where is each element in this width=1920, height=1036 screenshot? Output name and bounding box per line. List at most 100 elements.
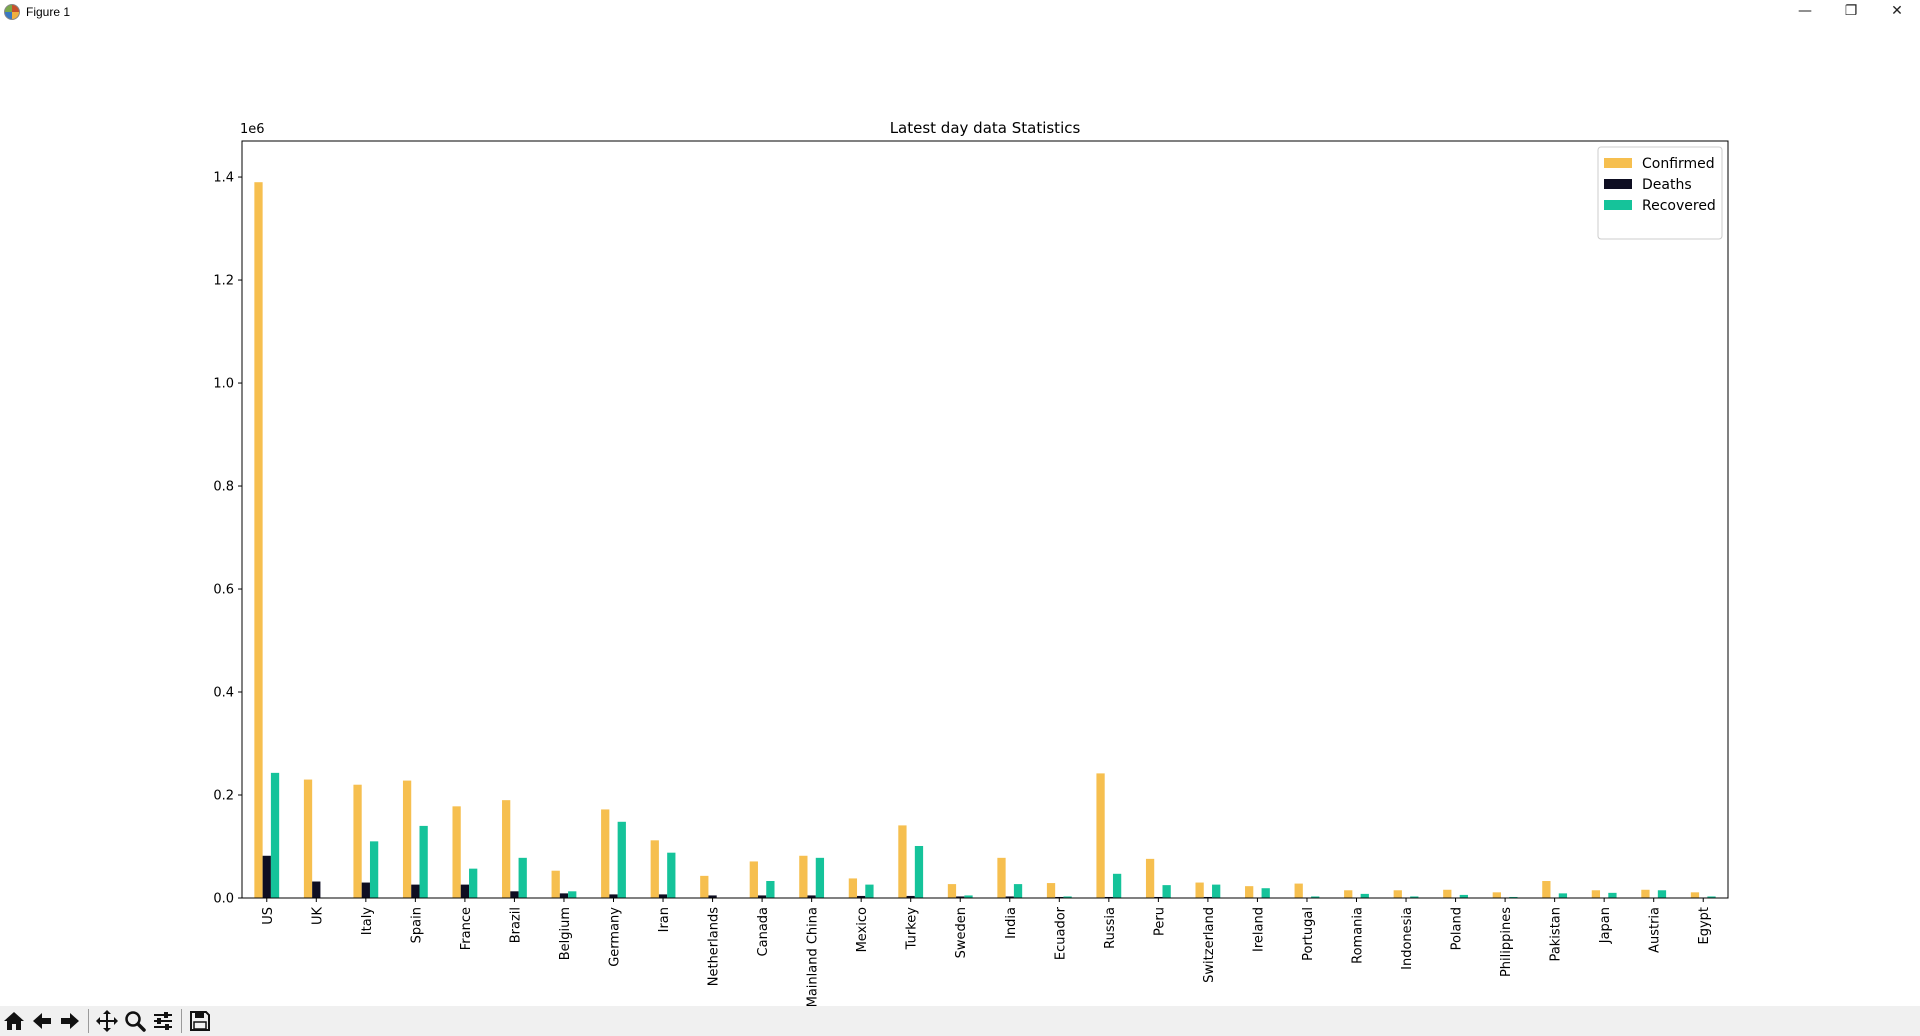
y-tick-label: 0.8 [213,480,234,495]
y-tick-label: 0.6 [213,583,234,598]
y-tick-label: 1.2 [213,274,234,289]
y-tick-label: 1.4 [213,171,234,186]
bar-recovered [1608,892,1617,898]
y-tick-label: 0.4 [213,686,234,701]
bar-deaths [460,884,470,898]
x-tick-label: Germany [608,907,623,967]
bar-recovered [1657,890,1667,898]
x-tick-label: Netherlands [707,907,722,986]
bar-confirmed [1542,881,1551,898]
pan-icon[interactable] [93,1007,121,1035]
bar-deaths [956,896,965,898]
bar-deaths [857,895,866,898]
x-tick-label: Belgium [558,907,573,960]
bar-recovered [1261,888,1270,898]
bar-confirmed [749,861,758,898]
legend-label: Deaths [1642,177,1692,193]
x-tick-label: Mainland China [806,907,821,1006]
bars-layer [254,182,1716,898]
bar-deaths [361,882,370,898]
bar-deaths [510,891,519,898]
bar-deaths [262,855,271,898]
minimize-button[interactable]: — [1798,3,1812,19]
bar-recovered [1063,896,1072,898]
x-tick-label: Pakistan [1549,907,1564,961]
y-offset-label: 1e6 [240,122,265,137]
bar-confirmed [601,809,610,898]
toolbar-separator [181,1009,182,1033]
bar-recovered [766,881,775,898]
bar-recovered [964,895,973,898]
bar-recovered [1459,894,1468,898]
legend-swatch [1604,200,1632,210]
bar-recovered [419,825,428,898]
legend-label: Confirmed [1642,156,1715,172]
forward-arrow-icon[interactable] [56,1007,84,1035]
bar-confirmed [898,825,907,898]
bar-confirmed [1492,892,1501,898]
restore-button[interactable]: ❐ [1844,3,1858,19]
x-axis: US UK Italy Spain France Brazil Belgium Germany… [261,898,1712,1006]
bar-confirmed [1096,773,1105,898]
x-tick-label: Turkey [905,907,920,951]
bar-recovered [369,841,379,898]
bar-confirmed [551,870,560,898]
x-tick-label: Indonesia [1400,907,1415,970]
y-axis: 0.0 0.2 0.4 0.6 0.8 1.0 1.2 1.4 [213,171,242,907]
bar-recovered [469,868,478,898]
bar-recovered [865,884,874,898]
x-tick-label: Sweden [954,907,969,958]
bar-recovered [617,821,626,898]
bar-confirmed [650,840,659,898]
bar-confirmed [254,182,263,898]
x-tick-label: Spain [409,907,424,943]
bar-deaths [1154,896,1163,898]
x-tick-label: Romania [1351,907,1366,964]
bar-confirmed [1046,883,1056,898]
zoom-icon[interactable] [121,1007,149,1035]
x-tick-label: Ireland [1251,907,1266,952]
axes-frame [241,140,1729,899]
window-controls: — ❐ ✕ [1782,0,1920,24]
home-icon[interactable] [0,1007,28,1035]
bar-deaths [312,881,321,898]
bar-confirmed [1690,892,1700,898]
bar-confirmed [799,855,808,898]
x-tick-label: UK [310,907,325,926]
x-tick-label: US [261,907,276,925]
legend: Confirmed Deaths Recovered [1597,146,1723,240]
bar-recovered [1558,893,1568,898]
bar-recovered [1162,885,1171,898]
bar-confirmed [848,878,858,898]
bar-confirmed [1344,890,1353,898]
x-tick-label: Poland [1450,907,1465,950]
x-tick-label: Switzerland [1202,907,1217,983]
bar-deaths [658,894,668,898]
bar-recovered [1410,896,1419,898]
bar-deaths [1203,896,1213,898]
bar-confirmed [1641,889,1650,898]
bar-confirmed [452,806,461,898]
close-button[interactable]: ✕ [1891,3,1903,19]
chart-title: Latest day data Statistics [890,119,1081,137]
bar-deaths [807,895,816,898]
x-tick-label: Canada [756,907,771,956]
configure-subplots-icon[interactable] [149,1007,177,1035]
bar-recovered [1707,896,1716,898]
x-tick-label: Russia [1103,907,1118,949]
figure-canvas: 0.0 0.2 0.4 0.6 0.8 1.0 1.2 1.4 US UK Italy Spain F… [0,24,1920,1006]
bar-confirmed [353,784,362,898]
bar-deaths [559,893,569,898]
x-tick-label: Ecuador [1053,906,1068,960]
legend-frame [1597,146,1723,240]
back-arrow-icon[interactable] [28,1007,56,1035]
bar-confirmed [1145,858,1155,898]
bar-confirmed [1591,890,1601,898]
bar-confirmed [700,875,709,898]
x-tick-label: Philippines [1499,907,1514,977]
bar-confirmed [1294,883,1303,898]
bar-recovered [1112,873,1122,898]
save-icon[interactable] [186,1007,214,1035]
legend-label: Recovered [1642,198,1716,214]
bar-confirmed [1195,882,1204,898]
